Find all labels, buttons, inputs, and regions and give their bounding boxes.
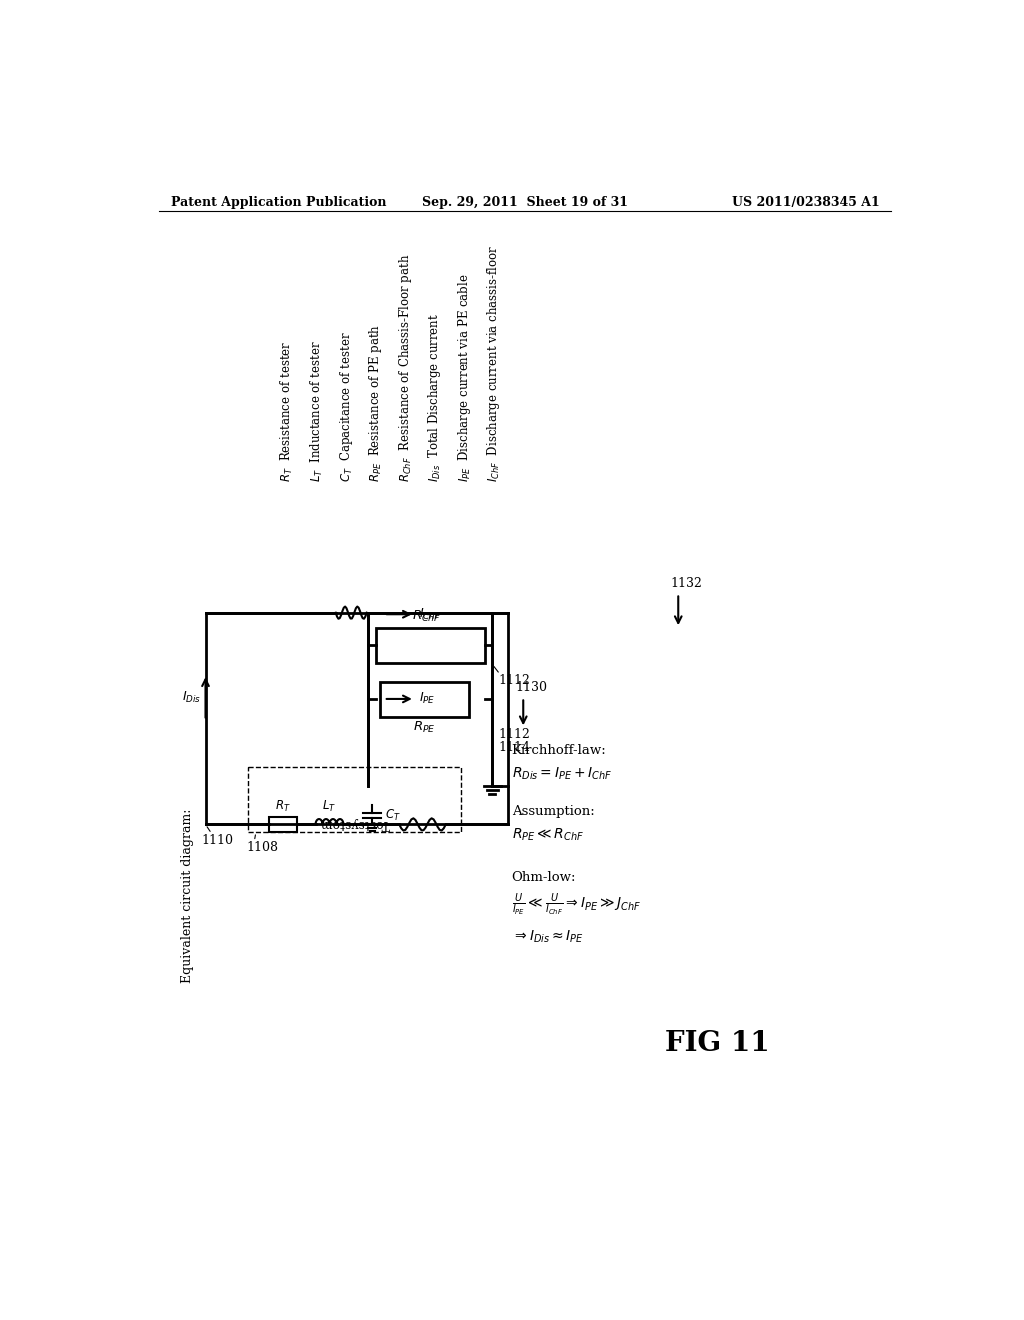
Bar [380, 682, 469, 717]
Text: 1108: 1108 [247, 841, 279, 854]
Text: $R_{PE} \ll R_{ChF}$: $R_{PE} \ll R_{ChF}$ [512, 826, 584, 843]
Bar [376, 628, 484, 663]
Bar [248, 767, 461, 832]
Text: $R_T$: $R_T$ [275, 799, 291, 813]
Text: Ohm-low:: Ohm-low: [512, 871, 577, 883]
Text: 1130: 1130 [515, 681, 548, 693]
Text: $I_{ChF}$  Discharge current via chassis-floor: $I_{ChF}$ Discharge current via chassis-… [485, 244, 503, 482]
Text: $R_{PE}$: $R_{PE}$ [413, 719, 436, 735]
Text: 1112: 1112 [499, 729, 530, 742]
Text: Kirchhoff-law:: Kirchhoff-law: [512, 743, 606, 756]
Text: Patent Application Publication: Patent Application Publication [171, 195, 386, 209]
Text: FIG 11: FIG 11 [665, 1031, 769, 1057]
Text: $\frac{U}{I_{PE}} \ll \frac{U}{I_{ChF}} \Rightarrow I_{PE} \gg J_{ChF}$: $\frac{U}{I_{PE}} \ll \frac{U}{I_{ChF}} … [512, 892, 641, 919]
Text: $L_T$  Inductance of tester: $L_T$ Inductance of tester [308, 339, 325, 482]
Text: Testsystem: Testsystem [319, 817, 390, 830]
Text: $R_{PE}$  Resistance of PE path: $R_{PE}$ Resistance of PE path [368, 323, 384, 482]
Text: 1112: 1112 [499, 675, 530, 688]
Text: $R_{Dis} = I_{PE} + I_{ChF}$: $R_{Dis} = I_{PE} + I_{ChF}$ [512, 766, 612, 781]
Text: $I_{PE}$: $I_{PE}$ [419, 692, 435, 706]
Text: 1132: 1132 [671, 577, 702, 590]
Text: $I_{Dis}$  Total Discharge current: $I_{Dis}$ Total Discharge current [426, 313, 443, 482]
Text: $R_{ChF}$  Resistance of Chassis-Floor path: $R_{ChF}$ Resistance of Chassis-Floor pa… [397, 253, 414, 482]
Text: $I_{PE}$  Discharge current via PE cable: $I_{PE}$ Discharge current via PE cable [456, 273, 473, 482]
Text: 1114: 1114 [499, 742, 530, 754]
Text: $C_T$  Capacitance of tester: $C_T$ Capacitance of tester [338, 331, 355, 482]
Text: $R_{ChF}$: $R_{ChF}$ [412, 609, 441, 624]
Text: $C_T$: $C_T$ [385, 808, 400, 822]
Text: $R_T$  Resistance of tester: $R_T$ Resistance of tester [280, 341, 295, 482]
Text: Assumption:: Assumption: [512, 805, 594, 818]
Text: $I_{Dis}$: $I_{Dis}$ [182, 690, 202, 705]
Text: US 2011/0238345 A1: US 2011/0238345 A1 [732, 195, 880, 209]
Bar [269, 817, 297, 832]
Text: $L_T$: $L_T$ [323, 799, 337, 813]
Text: $I_{ChF}$: $I_{ChF}$ [419, 607, 441, 622]
Text: $\Rightarrow I_{Dis} \approx I_{PE}$: $\Rightarrow I_{Dis} \approx I_{PE}$ [512, 928, 584, 945]
Text: Sep. 29, 2011  Sheet 19 of 31: Sep. 29, 2011 Sheet 19 of 31 [422, 195, 628, 209]
Text: 1110: 1110 [202, 834, 233, 846]
Text: Equivalent circuit diagram:: Equivalent circuit diagram: [180, 809, 194, 983]
